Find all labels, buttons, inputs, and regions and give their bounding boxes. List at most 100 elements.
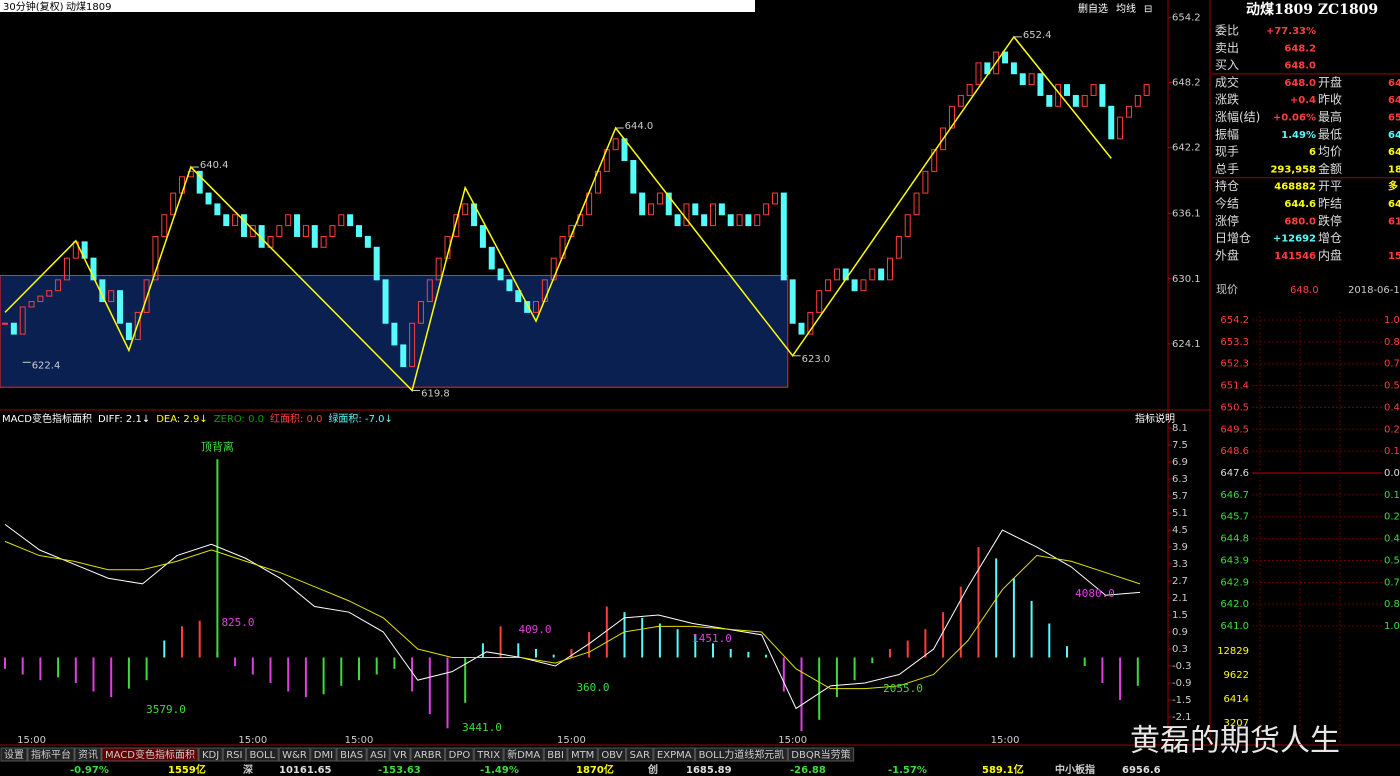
candle <box>409 322 416 368</box>
candle <box>533 301 539 313</box>
y-tick-label: 5.1 <box>1172 508 1188 519</box>
tab[interactable]: TRIX <box>473 747 504 762</box>
row-label: 振幅 <box>1215 126 1239 141</box>
mini-price-label: 651.4 <box>1220 381 1249 392</box>
candle <box>718 203 725 216</box>
candle <box>701 214 708 227</box>
tab-bg <box>245 747 279 762</box>
tab[interactable]: MTM <box>567 747 598 762</box>
tab-bg <box>597 747 627 762</box>
tab-bg <box>74 747 102 762</box>
y-tick-label: 0.3 <box>1172 644 1188 655</box>
candle <box>851 279 858 292</box>
tab[interactable]: SAR <box>626 747 654 762</box>
candle <box>957 94 964 107</box>
row-label: 日增仓 <box>1215 231 1251 245</box>
x-tick-label: 15:00 <box>345 735 374 746</box>
tab[interactable]: ARBR <box>410 747 446 762</box>
candle <box>338 214 345 227</box>
quote-title: 动煤1809 ZC1809 <box>1246 1 1378 18</box>
tab-bg <box>787 747 855 762</box>
mini-price-label: 643.9 <box>1220 555 1249 566</box>
row-value: +12692 <box>1273 234 1316 245</box>
row-label: 持仓 <box>1215 178 1239 193</box>
tab[interactable]: MACD变色指标面积 <box>101 747 199 762</box>
tab-label: 指标平台 <box>31 748 71 761</box>
candle <box>249 225 256 237</box>
candle <box>63 257 70 281</box>
candle <box>771 192 778 205</box>
y-tick-label: 624.1 <box>1172 339 1201 350</box>
tab-label: 新DMA <box>507 748 540 761</box>
toolbar-button[interactable]: 删自选 <box>1078 2 1108 15</box>
tab[interactable]: BOLL <box>245 747 279 762</box>
macd-legend: ZERO: 0.0 <box>214 414 264 425</box>
tab[interactable]: DPO <box>445 747 474 762</box>
row-label: 均价 <box>1318 145 1342 159</box>
tab[interactable]: W&R <box>278 747 311 762</box>
tab[interactable]: KDJ <box>198 747 223 762</box>
mini-price-label: 650.5 <box>1220 402 1249 413</box>
candle <box>816 290 823 313</box>
y-tick-label: 1.5 <box>1172 610 1188 621</box>
tab-bg <box>503 747 544 762</box>
row-value: +0.06% <box>1273 113 1316 124</box>
candle <box>1072 94 1079 107</box>
toolbar-button[interactable]: ⊟ <box>1144 4 1152 15</box>
tab-bg <box>278 747 311 762</box>
mini-pct-label: 0.15% <box>1384 490 1400 501</box>
tab[interactable]: DBQR当劳策 <box>787 747 855 762</box>
toolbar-button[interactable]: 均线 <box>1116 2 1136 15</box>
tab[interactable]: 设置 <box>0 747 28 762</box>
tab[interactable]: VR <box>389 747 411 762</box>
tab-label: ARBR <box>414 750 442 761</box>
candle <box>497 268 504 281</box>
tab[interactable]: BIAS <box>336 747 367 762</box>
tab[interactable]: 新DMA <box>503 747 544 762</box>
candle <box>727 214 734 227</box>
tab[interactable]: OBV <box>597 747 627 762</box>
tab[interactable]: 指标平台 <box>27 747 75 762</box>
window-symbol: 动煤1809 <box>66 0 111 13</box>
mini-price-label: 654.2 <box>1220 315 1249 326</box>
candle <box>1090 84 1097 96</box>
help-button[interactable]: 指标说明 <box>1135 412 1175 425</box>
quote-date: 2018-06-13 <box>1348 285 1400 296</box>
tab[interactable]: BOLL力道线郑元凯 <box>695 747 788 762</box>
row-label: 开平 <box>1318 179 1342 193</box>
row-value: 61 <box>1388 216 1400 227</box>
dea-line <box>4 540 1141 690</box>
mini-pct-label: 0.15% <box>1384 446 1400 457</box>
tab[interactable]: 资讯 <box>74 747 102 762</box>
tab-bg <box>310 747 337 762</box>
candle <box>488 246 495 270</box>
tab-bg <box>0 747 28 762</box>
candle <box>966 84 973 96</box>
row-value: 141546 <box>1274 251 1316 262</box>
tab-label: DBQR当劳策 <box>791 748 850 761</box>
candle <box>223 214 230 227</box>
peak-label: 619.8 <box>421 388 450 399</box>
status-item: 589.1亿 <box>982 763 1024 776</box>
candle <box>860 279 867 292</box>
row-value: 64 <box>1388 95 1400 106</box>
tab-label: OBV <box>601 750 622 761</box>
tab[interactable]: DMI <box>310 747 337 762</box>
y-tick-label: 5.7 <box>1172 491 1188 502</box>
candle <box>462 203 469 216</box>
row-value: 648.0 <box>1284 78 1316 89</box>
candle <box>2 322 8 325</box>
row-label: 现手 <box>1215 145 1239 159</box>
candle <box>240 214 247 237</box>
y-tick-label: 654.2 <box>1172 12 1201 23</box>
tab[interactable]: BBI <box>543 747 568 762</box>
candle <box>302 225 309 237</box>
tab[interactable]: ASI <box>366 747 390 762</box>
row-label: 金额 <box>1318 161 1342 176</box>
candle <box>347 214 354 227</box>
y-tick-label: 6.9 <box>1172 457 1188 468</box>
tab[interactable]: RSI <box>222 747 246 762</box>
tab[interactable]: EXPMA <box>653 747 696 762</box>
candle <box>143 279 150 313</box>
mini-price-label: 642.0 <box>1220 599 1249 610</box>
